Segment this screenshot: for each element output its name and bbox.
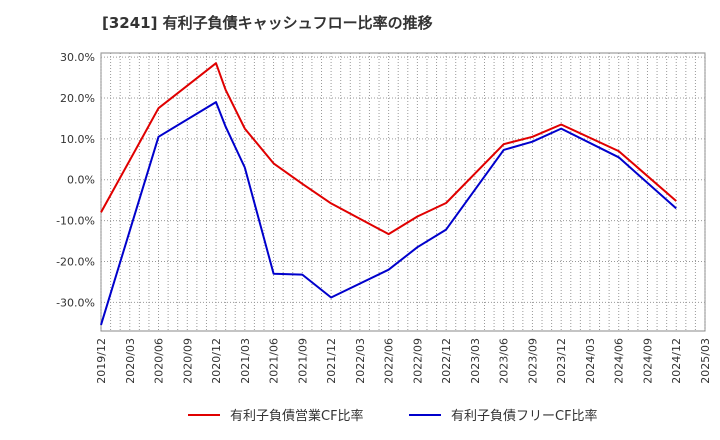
y-axis-ticks: 30.0% 20.0% 10.0% 0.0% -10.0% -20.0% -30.0% (56, 51, 95, 309)
x-tick-label: 2022/09 (411, 338, 424, 384)
y-tick-label: -10.0% (56, 215, 95, 228)
y-tick-label: -30.0% (56, 296, 95, 309)
legend-label-1: 有利子負債営業CF比率 (230, 408, 364, 424)
y-tick-label: 30.0% (60, 51, 95, 64)
x-tick-label: 2022/12 (440, 338, 453, 384)
x-tick-label: 2019/12 (95, 338, 108, 384)
y-tick-label: 10.0% (60, 133, 95, 146)
chart-title: [3241] 有利子負債キャッシュフロー比率の推移 (102, 14, 433, 32)
x-tick-label: 2025/03 (699, 338, 712, 384)
x-tick-label: 2024/03 (584, 338, 597, 384)
grid (100, 53, 706, 331)
plot-area (100, 52, 706, 332)
x-tick-label: 2022/03 (354, 338, 367, 384)
x-tick-label: 2021/06 (268, 338, 281, 384)
series-lines (100, 62, 677, 326)
x-tick-label: 2021/12 (325, 338, 338, 384)
series-line-2 (100, 101, 677, 326)
x-tick-label: 2021/03 (239, 338, 252, 384)
x-tick-label: 2020/12 (210, 338, 223, 384)
x-tick-label: 2022/06 (383, 338, 396, 384)
x-tick-label: 2020/06 (153, 338, 166, 384)
y-tick-label: 20.0% (60, 92, 95, 105)
x-tick-label: 2020/03 (124, 338, 137, 384)
x-tick-label: 2021/09 (296, 338, 309, 384)
x-tick-label: 2023/09 (526, 338, 539, 384)
x-tick-label: 2024/12 (670, 338, 683, 384)
x-tick-label: 2020/09 (181, 338, 194, 384)
x-axis-ticks: 2019/12 2020/03 2020/06 2020/09 2020/12 2021/… (95, 338, 712, 384)
x-tick-label: 2023/06 (498, 338, 511, 384)
y-tick-label: 0.0% (67, 174, 95, 187)
x-tick-label: 2024/06 (613, 338, 626, 384)
legend: 有利子負債営業CF比率 有利子負債フリーCF比率 (188, 408, 598, 424)
x-tick-label: 2023/03 (469, 338, 482, 384)
x-tick-label: 2023/12 (555, 338, 568, 384)
y-tick-label: -20.0% (56, 256, 95, 269)
x-tick-label: 2024/09 (641, 338, 654, 384)
series-line-1 (100, 62, 677, 236)
legend-label-2: 有利子負債フリーCF比率 (451, 408, 598, 424)
